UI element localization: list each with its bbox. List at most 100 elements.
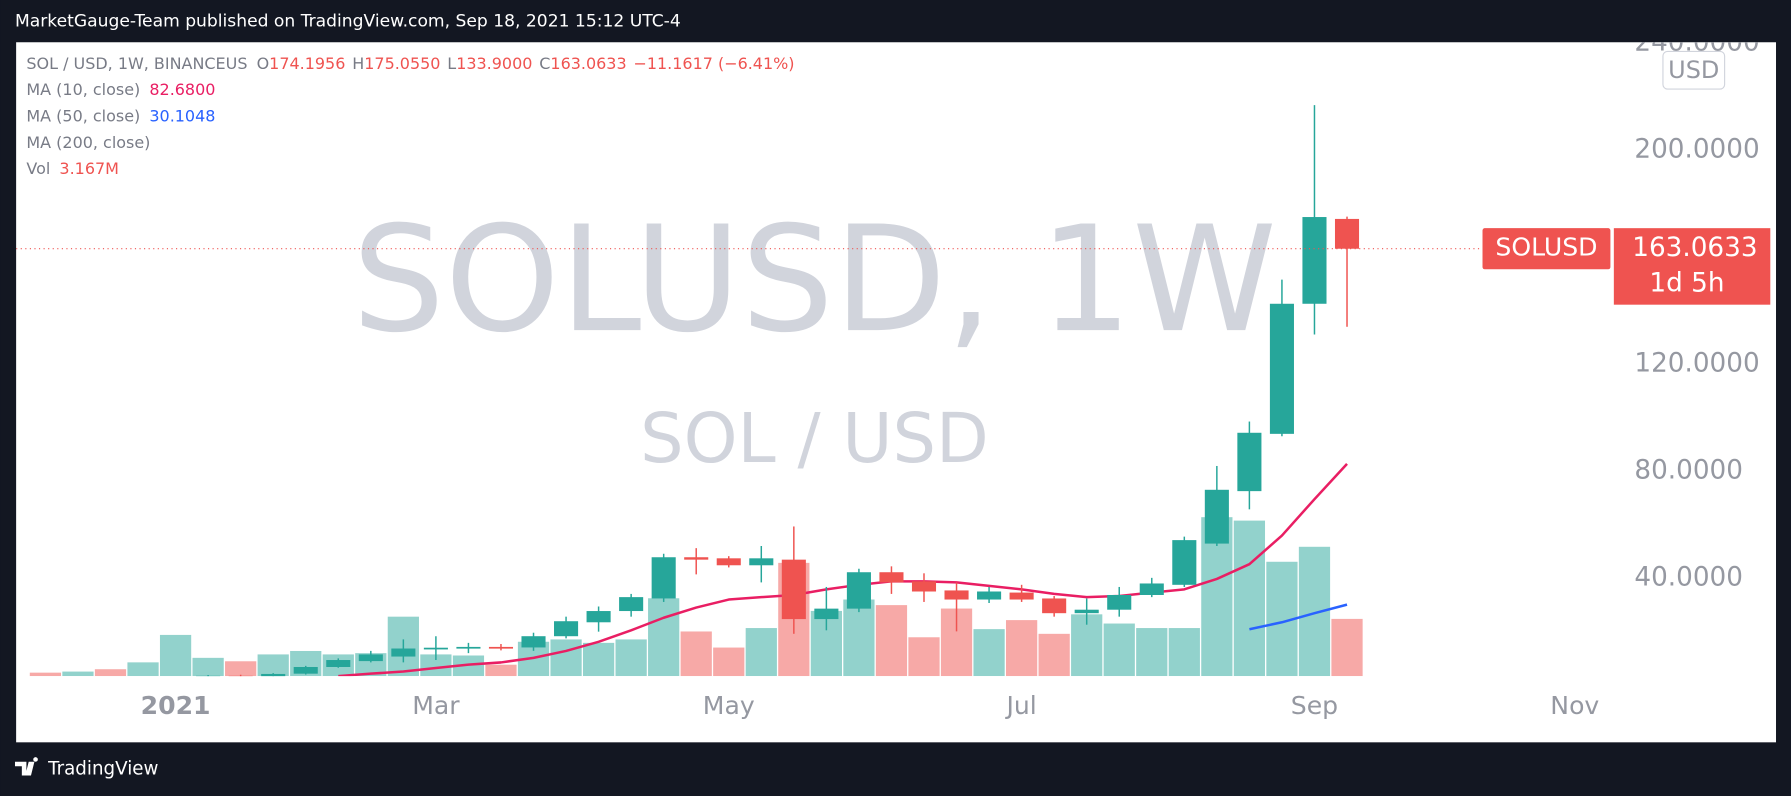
legend-ohlc-key: C xyxy=(539,53,550,72)
legend-volume-value: 3.167M xyxy=(59,159,119,178)
legend-indicator-row: MA (200, close) xyxy=(26,132,150,151)
legend-indicator-name: MA (50, close) xyxy=(26,106,140,125)
volume-layer xyxy=(29,517,1363,677)
legend-indicator-name: MA (200, close) xyxy=(26,132,150,151)
volume-bar xyxy=(192,657,224,677)
y-tick-label: 200.0000 xyxy=(1634,134,1759,164)
candle-body xyxy=(326,660,351,667)
candle-body xyxy=(391,648,416,657)
candle-body xyxy=(1139,583,1164,595)
candle-body xyxy=(554,621,579,637)
volume-bar xyxy=(159,634,192,677)
candle-body xyxy=(1237,432,1262,492)
volume-bar xyxy=(1038,633,1070,677)
volume-bar xyxy=(648,598,680,677)
volume-bar xyxy=(1103,623,1135,677)
logo-icon xyxy=(14,757,38,776)
volume-bar xyxy=(973,629,1005,677)
legend-volume-row: Vol 3.167M xyxy=(26,159,119,178)
candle-body xyxy=(1009,592,1034,600)
x-tick-label: Jul xyxy=(1004,691,1036,720)
byline: MarketGauge-Team published on TradingVie… xyxy=(15,12,681,32)
legend-volume-name: Vol xyxy=(26,159,50,178)
volume-bar xyxy=(680,631,712,677)
candle-body xyxy=(358,654,383,662)
volume-bar xyxy=(62,671,94,677)
volume-bar xyxy=(1168,628,1200,677)
volume-bar xyxy=(94,669,127,677)
x-tick-label: Mar xyxy=(412,691,460,720)
candle-body xyxy=(521,636,546,648)
x-tick-label: 2021 xyxy=(141,691,211,720)
ma-line xyxy=(1249,603,1348,631)
candle-body xyxy=(911,581,937,592)
candle-body xyxy=(781,559,806,620)
candle-body xyxy=(619,597,644,612)
legend-indicator-value: 82.6800 xyxy=(149,80,215,99)
y-tick-label: 120.0000 xyxy=(1634,348,1759,378)
x-tick-label: May xyxy=(703,691,755,720)
watermark: SOLUSD, 1W SOL / USD xyxy=(352,195,1277,479)
legend-symbol: SOL / USD, 1W, BINANCEUS xyxy=(26,53,247,72)
ma-layer xyxy=(338,463,1348,677)
symbol-badge-text: SOLUSD xyxy=(1495,233,1597,262)
legend-indicator-row: MA (10, close) 82.6800 xyxy=(26,80,215,99)
footer-logo: TradingView xyxy=(14,757,159,780)
candle-body xyxy=(1204,489,1229,544)
candle-body xyxy=(1107,594,1132,610)
volume-bar xyxy=(1005,620,1038,677)
volume-bar xyxy=(29,672,62,677)
currency-box xyxy=(1662,50,1726,90)
candle-body xyxy=(261,673,286,677)
candle-body xyxy=(651,557,676,599)
volume-bar xyxy=(875,605,908,677)
x-tick-label: Sep xyxy=(1291,691,1338,720)
volume-bar xyxy=(420,654,452,677)
legend-indicator-name: MA (10, close) xyxy=(26,80,140,99)
candle-layer xyxy=(196,105,1360,677)
legend-ohlc-value: 175.0550 xyxy=(364,53,440,72)
candle-body xyxy=(1172,540,1197,585)
watermark-subtitle: SOL / USD xyxy=(640,399,989,479)
volume-bar xyxy=(843,599,875,677)
volume-bar xyxy=(745,628,777,677)
legend: SOL / USD, 1W, BINANCEUS O174.1956 H175.05… xyxy=(26,53,794,177)
candle-body xyxy=(423,647,448,650)
volume-bar xyxy=(582,642,615,677)
candle-body xyxy=(1302,217,1327,304)
candle-body xyxy=(749,558,774,566)
candle-body xyxy=(1074,609,1099,614)
candle-body xyxy=(586,611,611,623)
volume-bar xyxy=(550,639,582,677)
y-tick-label: 80.0000 xyxy=(1634,456,1743,486)
legend-indicator-row: MA (50, close) 30.1048 xyxy=(26,106,215,125)
y-tick-label: 40.0000 xyxy=(1634,563,1743,593)
candle-body xyxy=(196,675,221,677)
legend-ohlc-value: 133.9000 xyxy=(456,53,532,72)
symbol-badge xyxy=(1482,228,1611,270)
legend-indicator-value: 30.1048 xyxy=(149,106,215,125)
candle-body xyxy=(814,608,839,620)
volume-bar xyxy=(1136,628,1168,677)
volume-bar xyxy=(127,662,159,677)
price-badge xyxy=(1613,228,1771,305)
volume-bar xyxy=(485,664,517,677)
volume-bar xyxy=(908,637,940,677)
candle-body xyxy=(944,590,969,600)
legend-ohlc-key: L xyxy=(447,53,456,72)
candle-body xyxy=(846,572,871,609)
candle-body xyxy=(293,666,318,674)
volume-bar xyxy=(615,639,647,677)
candle-body xyxy=(716,558,741,566)
legend-symbol-row: SOL / USD, 1W, BINANCEUS O174.1956 H175.05… xyxy=(26,53,794,72)
legend-ohlc-key: O xyxy=(257,53,270,72)
legend-ohlc-value: 174.1956 xyxy=(269,53,345,72)
candle-body xyxy=(1269,303,1294,434)
x-tick-label: Nov xyxy=(1550,691,1599,720)
candle-body xyxy=(977,591,1002,600)
currency-label: USD xyxy=(1668,56,1719,84)
volume-bar xyxy=(1331,618,1363,677)
